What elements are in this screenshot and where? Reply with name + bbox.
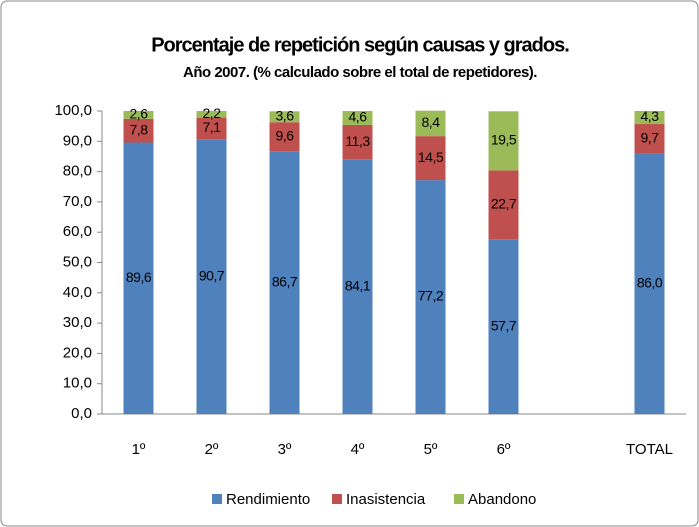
y-tick-label: 0,0 [71, 405, 92, 422]
data-label: 86,0 [637, 274, 663, 290]
bar-segment [488, 239, 519, 414]
data-label: 2,2 [203, 105, 222, 121]
data-label: 9,7 [641, 129, 660, 145]
x-tick-label: 3º [278, 441, 292, 458]
bar-segment [634, 124, 665, 154]
chart-title: Porcentaje de repetición según causas y … [151, 34, 569, 56]
x-tick-label: TOTAL [626, 441, 673, 458]
x-tick-label: 4º [351, 441, 365, 458]
data-label: 77,2 [418, 288, 444, 304]
y-tick-label: 50,0 [63, 253, 92, 270]
legend-label: Abandono [468, 491, 536, 508]
data-label: 8,4 [422, 114, 441, 130]
data-label: 3,6 [276, 107, 295, 123]
bar-segment [196, 139, 227, 414]
x-tick-label: 6º [497, 441, 511, 458]
bar-segment [123, 118, 154, 143]
chart-subtitle: Año 2007. (% calculado sobre el total de… [183, 64, 537, 81]
data-label: 9,6 [276, 127, 295, 143]
y-tick-label: 30,0 [63, 314, 92, 331]
data-label: 4,3 [641, 108, 660, 124]
bar-segment [196, 117, 227, 140]
data-label: 2,6 [130, 106, 149, 122]
bar-segment [342, 124, 373, 160]
data-label: 11,3 [345, 133, 370, 149]
bar-segment [196, 111, 227, 118]
data-label: 19,5 [491, 132, 517, 148]
y-tick-label: 60,0 [63, 223, 92, 240]
bar-segment [269, 111, 300, 123]
bar-segment [342, 111, 373, 125]
data-label: 7,8 [130, 121, 149, 137]
legend-swatch [332, 494, 342, 504]
bar-segment [415, 110, 446, 137]
data-label: 22,7 [491, 195, 517, 211]
legend-swatch [454, 494, 464, 504]
data-label: 89,6 [126, 269, 152, 285]
data-label: 4,6 [349, 109, 368, 125]
x-tick-label: 2º [205, 441, 219, 458]
bar-segment [123, 142, 154, 414]
data-label: 7,1 [203, 119, 222, 135]
data-label: 84,1 [345, 277, 371, 293]
bar-segment [488, 170, 519, 240]
y-tick-label: 80,0 [63, 163, 92, 180]
y-tick-label: 40,0 [63, 284, 92, 301]
x-tick-label: 1º [132, 441, 146, 458]
y-tick-label: 90,0 [63, 132, 92, 149]
data-label: 86,7 [272, 273, 298, 289]
bar-segment [415, 136, 446, 181]
bar-segment [269, 122, 300, 152]
y-tick-label: 100,0 [54, 102, 92, 119]
bar-segment [123, 111, 154, 119]
y-tick-label: 20,0 [63, 344, 92, 361]
bar-segment [634, 111, 665, 125]
y-tick-label: 70,0 [63, 193, 92, 210]
bar-segment [342, 159, 373, 414]
data-label: 90,7 [199, 267, 225, 283]
bar-segment [634, 153, 665, 415]
bar-segment [488, 111, 519, 171]
bar-segment [269, 151, 300, 414]
data-label: 57,7 [491, 317, 517, 333]
legend-label: Rendimiento [226, 491, 310, 508]
legend-label: Inasistencia [346, 491, 426, 508]
x-tick-label: 5º [424, 441, 438, 458]
bar-segment [415, 180, 446, 414]
y-tick-label: 10,0 [63, 375, 92, 392]
legend-swatch [212, 494, 222, 504]
data-label: 14,5 [418, 149, 444, 165]
